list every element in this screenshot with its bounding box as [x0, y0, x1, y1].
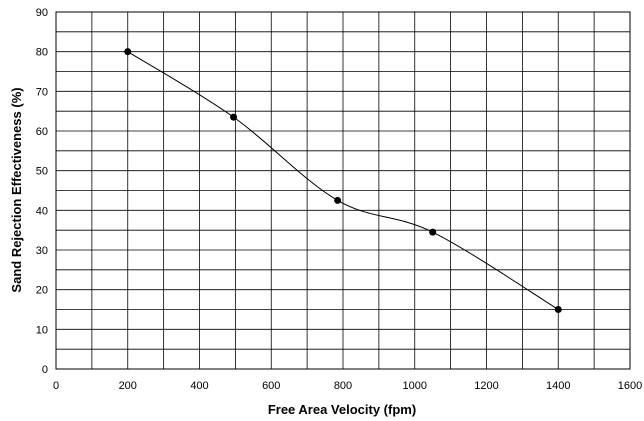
data-point — [334, 196, 342, 204]
y-tick-label: 70 — [36, 86, 48, 98]
x-tick-label: 1600 — [618, 380, 642, 392]
data-point — [429, 228, 437, 236]
data-point — [554, 306, 562, 313]
y-tick-label: 10 — [36, 324, 48, 336]
y-tick-label: 40 — [36, 205, 48, 217]
data-points — [124, 48, 562, 313]
x-axis-ticks: 0 200 400 600 800 1000 1200 1400 1600 — [53, 380, 642, 392]
x-tick-label: 200 — [119, 380, 137, 392]
y-tick-label: 20 — [36, 285, 48, 297]
x-tick-label: 1400 — [546, 380, 570, 392]
x-tick-label: 600 — [262, 380, 280, 392]
y-tick-label: 50 — [36, 166, 48, 178]
y-tick-label: 30 — [36, 245, 48, 257]
data-point — [124, 48, 132, 56]
grid — [55, 11, 631, 370]
x-axis-title: Free Area Velocity (fpm) — [268, 402, 416, 417]
x-tick-label: 1000 — [403, 380, 427, 392]
y-tick-label: 80 — [36, 47, 48, 59]
x-tick-label: 400 — [190, 380, 208, 392]
y-tick-label: 90 — [36, 7, 48, 19]
y-axis-ticks: 0 10 20 30 40 50 60 70 80 90 — [36, 7, 48, 376]
y-tick-label: 60 — [36, 126, 48, 138]
x-tick-label: 800 — [334, 380, 352, 392]
x-tick-label: 0 — [53, 380, 59, 392]
y-tick-label: 0 — [42, 364, 48, 376]
x-tick-label: 1200 — [474, 380, 498, 392]
data-point — [230, 113, 238, 121]
y-axis-title: Sand Rejection Effectiveness (%) — [9, 87, 24, 292]
